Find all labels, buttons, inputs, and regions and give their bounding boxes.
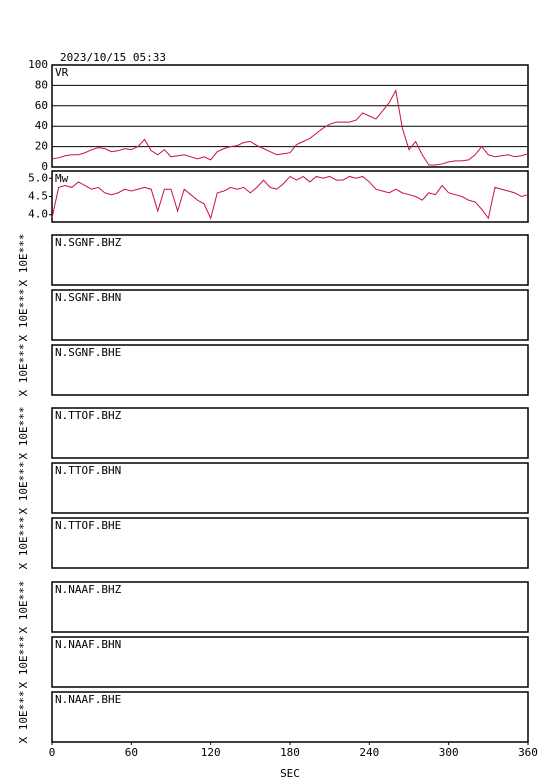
y-tick-label: 0 (41, 160, 48, 173)
panel-frame (51, 691, 529, 743)
chart-title: 2023/10/15 05:33 (60, 51, 166, 64)
x-tick-label: 120 (201, 746, 221, 759)
panel-label: VR (55, 66, 69, 79)
panel-frame (51, 170, 529, 223)
panel-label: Mw (55, 172, 69, 185)
panel-frame (51, 344, 529, 396)
panel-label: N.NAAF.BHZ (55, 583, 122, 596)
x-tick-label: 0 (49, 746, 56, 759)
y-tick-label: 4.0 (28, 208, 48, 221)
x-axis-label: SEC (280, 767, 300, 780)
panel-frame (51, 234, 529, 286)
panel-label: N.NAAF.BHE (55, 693, 121, 706)
x-tick-label: 180 (280, 746, 300, 759)
data-line (51, 175, 529, 220)
y-tick-label: 60 (35, 99, 48, 112)
x-tick-label: 360 (518, 746, 538, 759)
y-axis-label: X 10E*** (17, 462, 30, 515)
y-tick-label: 100 (28, 58, 48, 71)
y-axis-label: X 10E*** (17, 289, 30, 342)
y-axis-label: X 10E*** (17, 581, 30, 634)
panel-frame (51, 517, 529, 569)
x-tick-label: 60 (125, 746, 138, 759)
y-tick-label: 40 (35, 119, 48, 132)
panel-label: N.TTOF.BHN (55, 464, 121, 477)
panel-label: N.TTOF.BHZ (55, 409, 122, 422)
y-axis-label: X 10E*** (17, 407, 30, 460)
x-tick-label: 240 (359, 746, 379, 759)
y-axis-label: X 10E*** (17, 234, 30, 287)
x-tick-label: 300 (439, 746, 459, 759)
y-axis-label: X 10E*** (17, 636, 30, 689)
panel-label: N.TTOF.BHE (55, 519, 121, 532)
y-axis-label: X 10E*** (17, 344, 30, 397)
y-axis-label: X 10E*** (17, 691, 30, 744)
panel-frame (51, 636, 529, 688)
panel-label: N.SGNF.BHN (55, 291, 121, 304)
panel-frame (51, 64, 529, 168)
panel-frame (51, 289, 529, 341)
data-line (51, 88, 529, 166)
panel-frame (51, 581, 529, 633)
y-tick-label: 4.5 (28, 190, 48, 203)
panel-label: N.SGNF.BHZ (55, 236, 122, 249)
panel-frame (51, 407, 529, 459)
panel-label: N.NAAF.BHN (55, 638, 121, 651)
y-tick-label: 80 (35, 78, 48, 91)
y-axis-label: X 10E*** (17, 517, 30, 570)
panel-frame (51, 462, 529, 514)
panel-label: N.SGNF.BHE (55, 346, 121, 359)
y-tick-label: 20 (35, 140, 48, 153)
y-tick-label: 5.0 (28, 171, 48, 184)
